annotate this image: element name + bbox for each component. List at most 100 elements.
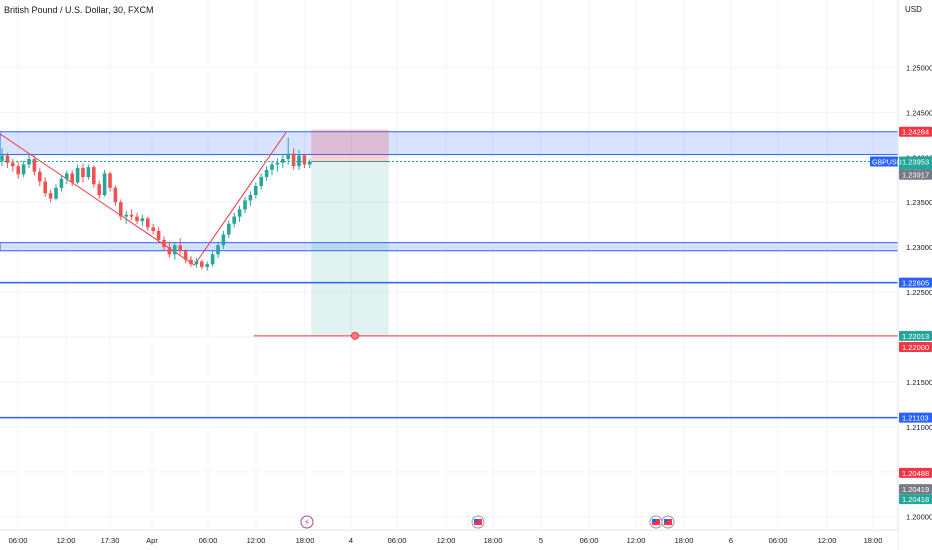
candle-body: [308, 161, 312, 165]
candle-body: [173, 245, 177, 255]
candle-body: [97, 184, 101, 196]
x-tick-label: 06:00: [9, 536, 28, 545]
price-label-bg: [899, 342, 932, 353]
price-label: 1.22000: [902, 343, 929, 352]
price-label: 1.22605: [902, 279, 929, 288]
candle-body: [221, 234, 226, 246]
candle-body: [32, 159, 37, 172]
candle-body: [16, 166, 20, 175]
target-marker: [351, 331, 359, 340]
currency-label: USD: [905, 5, 922, 14]
candle-body: [162, 239, 166, 248]
up-trendline: [193, 131, 287, 266]
x-tick-label: 6: [729, 536, 733, 545]
us-flag-event-icon-3-canton: [664, 519, 668, 522]
candle-body: [210, 254, 215, 265]
candle-body: [11, 162, 15, 167]
candle-body: [21, 164, 26, 175]
candle-body: [92, 167, 96, 185]
price-label: 1.20419: [902, 485, 929, 494]
candle-body: [38, 171, 42, 182]
y-tick-label: 1.23500: [906, 198, 932, 207]
candle-body: [65, 173, 69, 179]
candle-body: [178, 245, 182, 251]
price-label-bg: [899, 277, 932, 288]
candle-body: [140, 218, 145, 222]
price-label: 1.24284: [902, 128, 929, 137]
candle-body: [167, 247, 172, 255]
candle-body: [183, 250, 188, 260]
candle-body: [232, 216, 236, 224]
candle-body: [119, 202, 123, 217]
candle-body: [275, 162, 280, 165]
us-flag-event-icon-2-canton: [652, 519, 656, 522]
candle-body: [124, 214, 128, 217]
price-label-bg: [899, 330, 932, 341]
price-label: 1.20418: [902, 495, 929, 504]
price-label: 1.23953: [902, 157, 929, 166]
candle-body: [286, 153, 290, 160]
candle-body: [243, 200, 247, 210]
y-tick-label: 1.23000: [906, 243, 932, 252]
candle-body: [264, 169, 269, 178]
candle-body: [70, 173, 74, 183]
candle-body: [237, 209, 242, 217]
candle-body: [291, 153, 296, 167]
candle-body: [205, 264, 209, 267]
candle-body: [43, 181, 47, 194]
x-tick-label: 12:00: [57, 536, 76, 545]
down-trendline: [0, 133, 195, 266]
y-tick-label: 1.25000: [906, 63, 932, 72]
candle-body: [0, 155, 4, 161]
y-tick-label: 1.20000: [906, 513, 932, 522]
candle-body: [151, 227, 155, 231]
support-zone: [0, 242, 899, 252]
price-label-bg: [899, 412, 932, 423]
candle-body: [227, 223, 231, 235]
candle-body: [254, 186, 258, 196]
price-label-bg: [899, 169, 932, 180]
candle-body: [59, 178, 64, 188]
price-label-bg: [899, 126, 932, 137]
symbol-title[interactable]: British Pound / U.S. Dollar, 30, FXCM: [4, 5, 154, 15]
candle-body: [248, 195, 253, 201]
price-label: 1.22013: [902, 332, 929, 341]
candle-body: [146, 218, 150, 228]
price-label: 1.21103: [902, 414, 929, 423]
y-tick-label: 1.21000: [906, 423, 932, 432]
price-label: 1.20488: [902, 469, 929, 478]
ticker-badge-bg: [870, 156, 898, 167]
x-tick-label: 18:00: [864, 536, 883, 545]
resistance-zone: [0, 131, 899, 156]
y-tick-label: 1.21500: [906, 378, 932, 387]
price-axis: [898, 0, 932, 550]
x-tick-label: 4: [349, 536, 353, 545]
x-tick-label: 06:00: [388, 536, 407, 545]
lightning-event-icon[interactable]: [300, 515, 314, 529]
x-tick-label: Apr: [146, 536, 158, 545]
candle-body: [75, 168, 80, 183]
candle-body: [259, 177, 263, 187]
candle-body: [297, 155, 301, 167]
x-tick-label: 12:00: [627, 536, 646, 545]
x-tick-label: 06:00: [769, 536, 788, 545]
candle-body: [5, 155, 10, 163]
x-tick-label: 17:30: [101, 536, 120, 545]
x-tick-label: 06:00: [580, 536, 599, 545]
x-tick-label: 12:00: [437, 536, 456, 545]
candle-body: [270, 164, 274, 170]
y-tick-label: 1.22500: [906, 288, 932, 297]
candle-body: [281, 159, 285, 163]
x-tick-label: 18:00: [675, 536, 694, 545]
candle-body: [102, 173, 107, 196]
candle-body: [113, 187, 118, 203]
x-tick-label: 12:00: [818, 536, 837, 545]
candle-body: [189, 259, 193, 265]
candle-body: [302, 155, 307, 165]
price-label-bg: [899, 494, 932, 505]
candle-body: [48, 193, 53, 199]
x-tick-label: 18:00: [484, 536, 503, 545]
candle-body: [156, 230, 161, 240]
price-label: 1.23917: [902, 171, 929, 180]
